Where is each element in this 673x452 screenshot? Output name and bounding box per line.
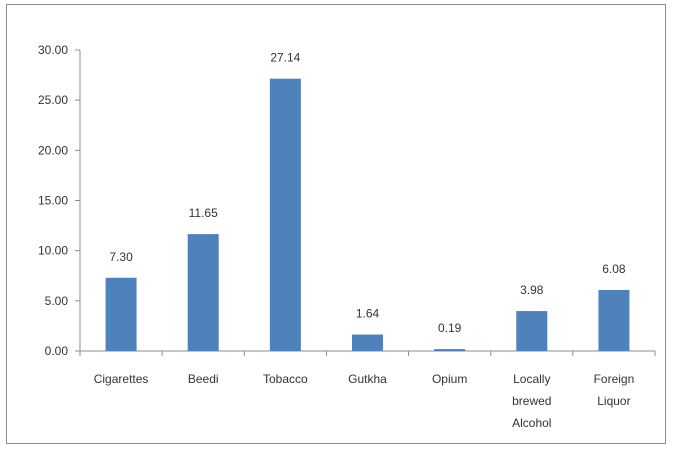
data-label: 1.64 (356, 307, 380, 321)
category-label-line: brewed (512, 394, 551, 408)
category-label-line: Cigarettes (94, 372, 149, 386)
bar (105, 277, 137, 351)
y-tick-label: 30.00 (38, 43, 68, 57)
y-tick-label: 15.00 (38, 194, 68, 208)
category-labels: Cigarettes Beedi Tobacco Gutkha Opium Locally… (94, 372, 635, 430)
bar (187, 234, 219, 351)
category-label-line: Locally (513, 372, 550, 386)
category-label: Gutkha (348, 372, 387, 386)
category-label-line: Liquor (597, 394, 630, 408)
category-label: Tobacco (263, 372, 308, 386)
bars (105, 78, 630, 351)
data-label: 27.14 (270, 51, 300, 65)
bar (269, 78, 301, 351)
y-tick-label: 20.00 (38, 143, 68, 157)
category-label-line: Tobacco (263, 372, 308, 386)
chart-frame (6, 4, 666, 444)
data-labels: 7.30 11.65 27.14 1.64 0.19 3.98 6.08 (109, 51, 626, 335)
y-tick-label: 0.00 (45, 344, 69, 358)
bar (434, 349, 466, 351)
y-tick-label: 25.00 (38, 93, 68, 107)
data-label: 6.08 (602, 262, 626, 276)
category-label: Foreign Liquor (594, 372, 635, 408)
category-label-line: Foreign (594, 372, 635, 386)
y-axis-ticks: 0.00 5.00 10.00 15.00 20.00 25.00 30.00 (38, 43, 80, 358)
category-label: Opium (432, 372, 467, 386)
data-label: 3.98 (520, 283, 544, 297)
category-label-line: Opium (432, 372, 467, 386)
category-label: Locally brewed Alcohol (512, 372, 551, 430)
y-tick-label: 5.00 (45, 294, 69, 308)
data-label: 0.19 (438, 321, 462, 335)
category-label: Cigarettes (94, 372, 149, 386)
data-label: 7.30 (109, 250, 133, 264)
bar (352, 334, 383, 351)
category-label-line: Gutkha (348, 372, 387, 386)
category-label-line: Beedi (188, 372, 219, 386)
bar (516, 311, 548, 351)
data-label: 11.65 (189, 206, 218, 220)
bar (598, 289, 630, 351)
category-label: Beedi (188, 372, 219, 386)
y-tick-label: 10.00 (38, 244, 68, 258)
category-label-line: Alcohol (512, 416, 551, 430)
